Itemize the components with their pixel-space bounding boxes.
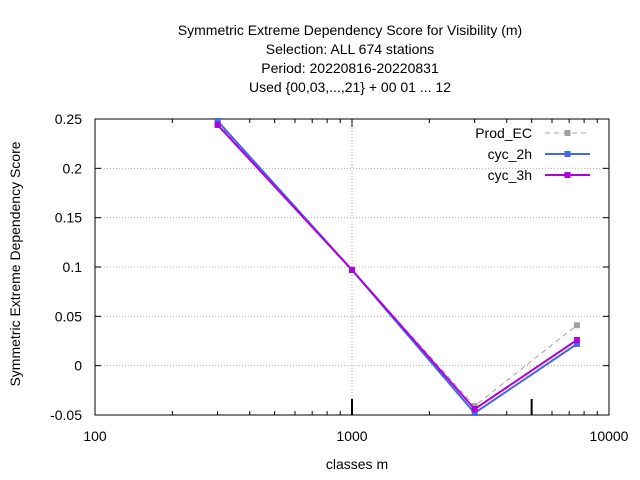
x-tick-label: 10000 [590,428,629,444]
legend-label: cyc_3h [488,167,532,183]
y-tick-label: 0.15 [55,210,82,226]
data-point [471,406,478,413]
x-minor-marks [351,399,533,415]
y-tick-label: 0.05 [55,308,82,324]
title-line-4: Used {00,03,...,21} + 00 01 ... 12 [249,79,451,95]
x-axis-label: classes m [326,456,388,472]
y-tick-label: 0.2 [63,160,83,176]
data-point [573,322,580,329]
legend-marker [564,151,571,157]
data-point [214,121,221,128]
y-axis-label: Symmetric Extreme Dependency Score [7,141,23,386]
data-point [573,340,580,347]
y-tick-label: -0.05 [50,407,82,423]
data-point [573,337,580,344]
series-line [217,122,578,407]
x-axis: 100 1000 10000 [83,119,629,444]
y-tick-label: 0.1 [63,259,83,275]
series-line [216,120,578,415]
data-point [471,410,478,417]
legend-marker [564,130,571,136]
x-tick-label: 1000 [336,428,367,444]
title-line-1: Symmetric Extreme Dependency Score for V… [178,22,522,38]
legend-marker [564,172,571,178]
legend: Prod_EC cyc_2h cyc_3h [475,125,590,183]
x-tick-label: 100 [83,428,107,444]
series-line [216,124,578,411]
data-point [349,266,355,273]
legend-label: Prod_EC [475,125,532,141]
legend-label: cyc_2h [488,146,532,162]
y-axis: -0.05 0 0.05 0.1 0.15 0.2 0.25 [50,111,609,423]
title-line-3: Period: 20220816-20220831 [261,60,439,76]
series [214,117,580,417]
title-line-2: Selection: ALL 674 stations [266,41,434,57]
y-tick-label: 0.25 [55,111,82,127]
chart-title: Symmetric Extreme Dependency Score for V… [178,22,522,95]
y-tick-label: 0 [74,358,82,374]
data-point [214,117,221,124]
series-cyc_3h [214,121,580,413]
